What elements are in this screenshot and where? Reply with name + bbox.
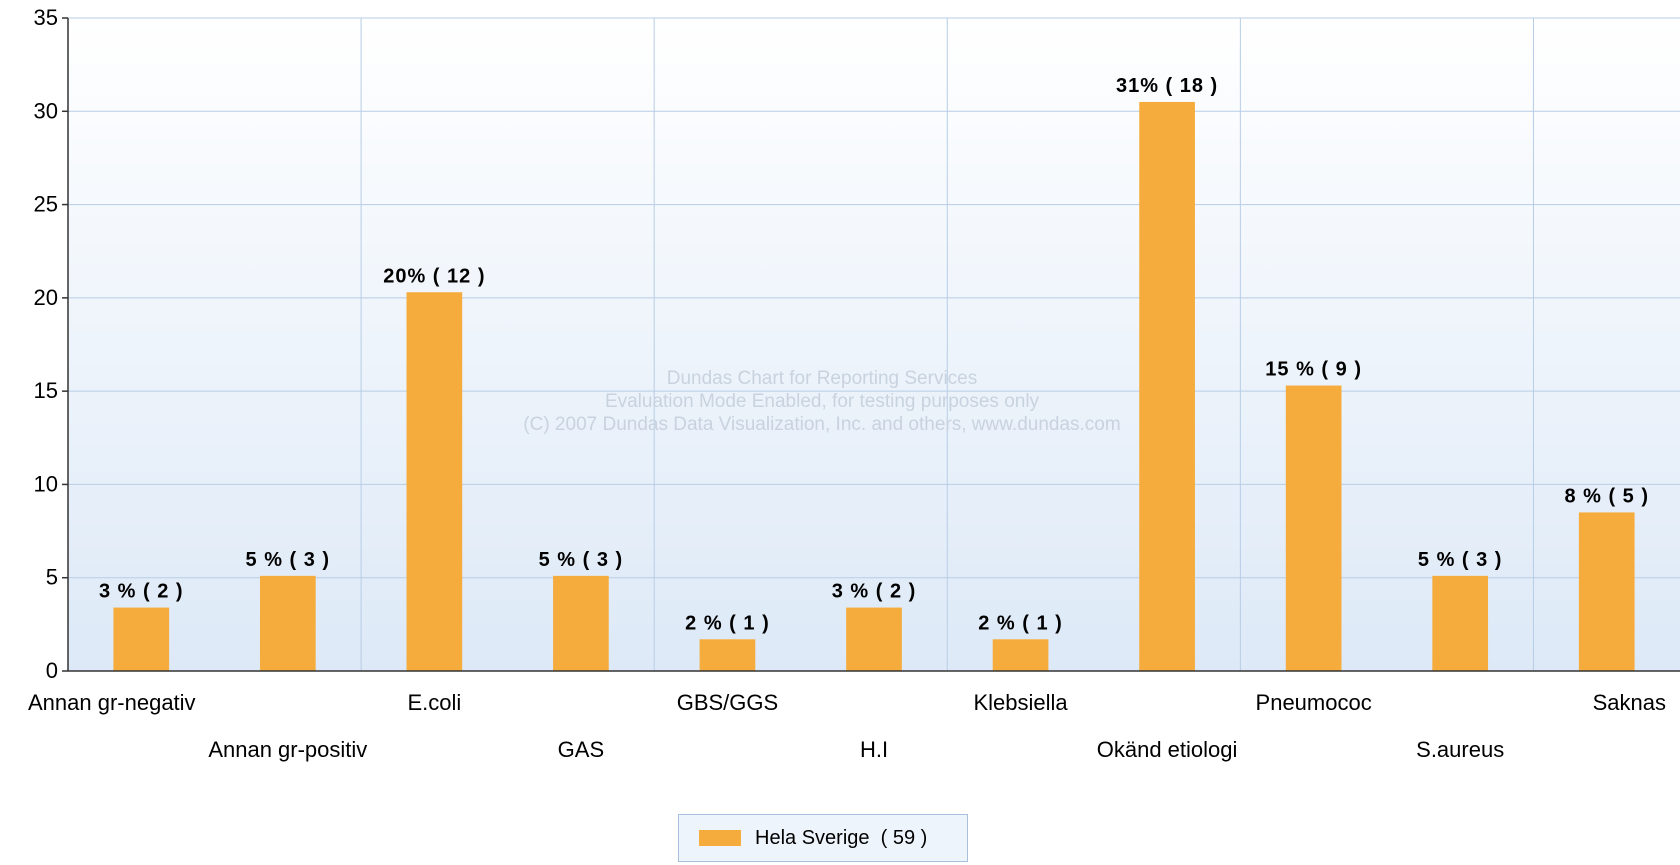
axes xyxy=(67,18,1680,672)
x-tick-label: Annan gr-negativ xyxy=(28,690,196,715)
x-tick-label: Pneumococ xyxy=(1256,690,1372,715)
watermark-line-1: Dundas Chart for Reporting Services xyxy=(667,368,977,389)
legend: Hela Sverige ( 59 ) xyxy=(678,814,968,862)
x-tick-label: S.aureus xyxy=(1416,737,1504,762)
y-tick-label: 5 xyxy=(46,565,58,590)
x-tick-label: H.I xyxy=(860,737,888,762)
data-label: 5 % ( 3 ) xyxy=(1418,549,1503,571)
y-tick-label: 35 xyxy=(34,5,58,30)
bar xyxy=(1139,101,1195,671)
gridlines xyxy=(68,17,1680,671)
y-tick-label: 0 xyxy=(46,658,58,683)
bar xyxy=(553,575,609,671)
bar xyxy=(699,639,756,671)
data-labels: 3 % ( 2 ) 5 % ( 3 ) 20% ( 12 ) 5 % ( 3 ) 2 %… xyxy=(99,75,1649,634)
watermark-line-2: Evaluation Mode Enabled, for testing pur… xyxy=(605,391,1040,412)
data-label: 5 % ( 3 ) xyxy=(539,549,624,571)
data-label: 3 % ( 2 ) xyxy=(99,581,184,603)
y-axis-ticks: 0 5 10 15 20 25 30 35 xyxy=(34,5,68,683)
bar xyxy=(406,292,463,671)
data-label: 5 % ( 3 ) xyxy=(246,549,331,571)
legend-swatch xyxy=(699,830,741,846)
bar-chart: Dundas Chart for Reporting Services Eval… xyxy=(28,5,1680,762)
x-tick-label: GAS xyxy=(558,737,604,762)
data-label: 3 % ( 2 ) xyxy=(832,581,917,603)
data-label: 31% ( 18 ) xyxy=(1116,75,1218,97)
data-label: 15 % ( 9 ) xyxy=(1265,359,1362,381)
data-label: 2 % ( 1 ) xyxy=(685,612,770,634)
x-axis-labels: Annan gr-negativ Annan gr-positiv E.coli GA… xyxy=(28,690,1666,762)
bar xyxy=(846,607,902,671)
bar-series xyxy=(113,101,1635,671)
watermark-line-3: (C) 2007 Dundas Data Visualization, Inc.… xyxy=(523,414,1120,435)
plot-area xyxy=(68,18,1680,671)
bar xyxy=(1578,512,1635,671)
bar xyxy=(113,607,170,671)
data-label: 8 % ( 5 ) xyxy=(1564,485,1649,507)
bar xyxy=(1432,575,1489,671)
x-tick-label: E.coli xyxy=(407,690,461,715)
y-tick-label: 15 xyxy=(34,378,58,403)
legend-label: Hela Sverige ( 59 ) xyxy=(755,826,928,849)
data-label: 2 % ( 1 ) xyxy=(978,612,1063,634)
x-tick-label: GBS/GGS xyxy=(677,690,778,715)
y-tick-label: 10 xyxy=(34,471,58,496)
data-label: 20% ( 12 ) xyxy=(383,265,485,287)
y-tick-label: 20 xyxy=(34,285,58,310)
watermark: Dundas Chart for Reporting Services Eval… xyxy=(523,368,1120,435)
bar xyxy=(992,639,1049,671)
x-tick-label: Annan gr-positiv xyxy=(208,737,367,762)
y-tick-label: 25 xyxy=(34,192,58,217)
x-tick-label: Saknas xyxy=(1593,690,1666,715)
bar xyxy=(1285,385,1342,671)
x-tick-label: Okänd etiologi xyxy=(1097,737,1238,762)
bar xyxy=(259,575,316,671)
x-tick-label: Klebsiella xyxy=(973,690,1068,715)
y-tick-label: 30 xyxy=(34,98,58,123)
